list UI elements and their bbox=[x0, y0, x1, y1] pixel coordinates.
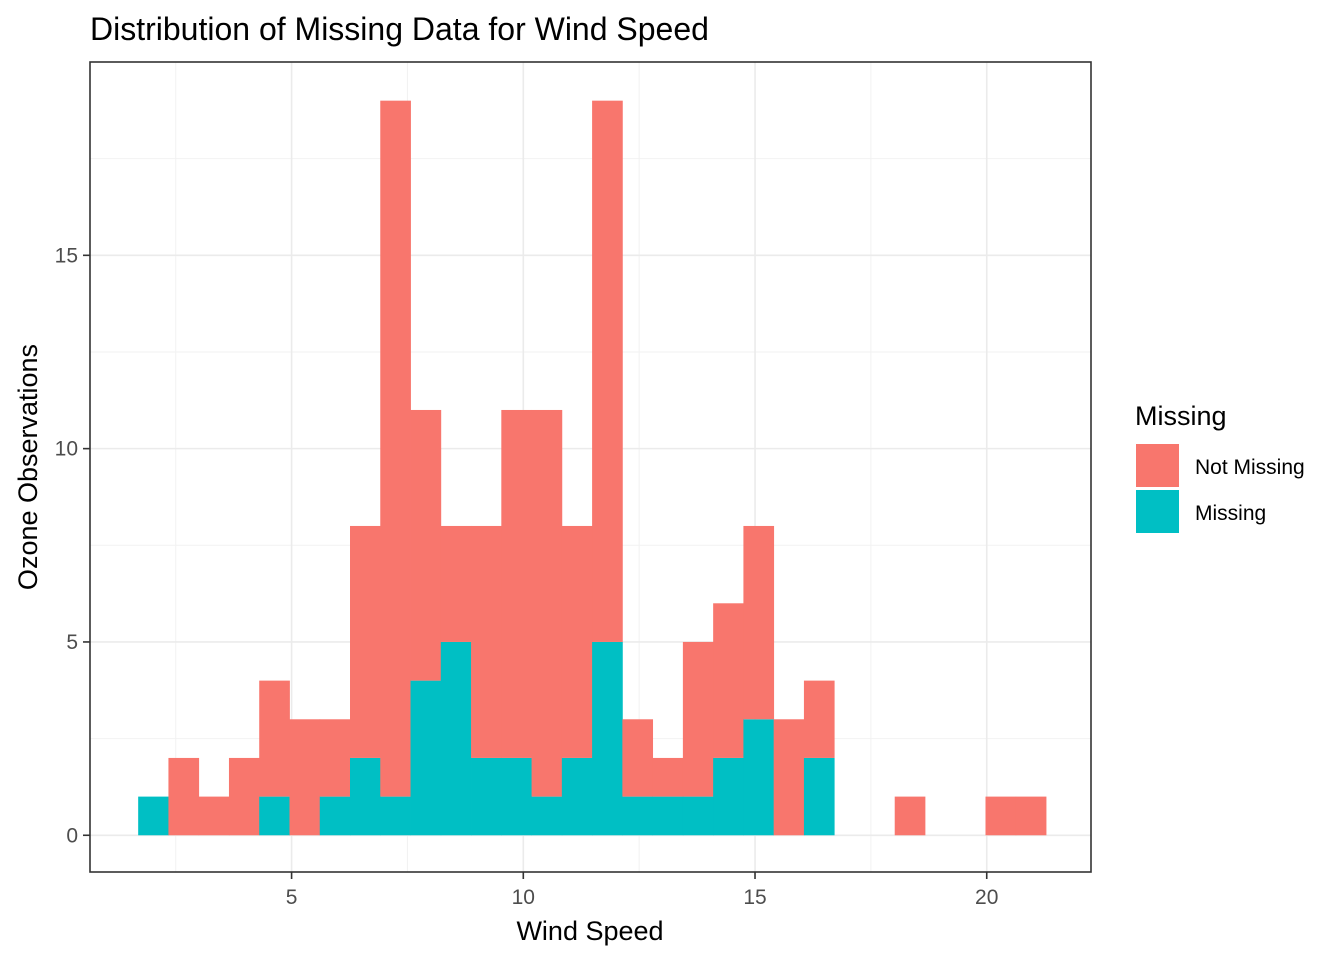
bar-missing bbox=[259, 796, 290, 836]
legend-swatch bbox=[1136, 444, 1179, 487]
x-axis: 5 10 15 20 bbox=[286, 872, 998, 909]
bar-not-missing bbox=[682, 641, 714, 797]
y-axis: 0 5 10 15 bbox=[55, 244, 90, 847]
bar-missing bbox=[410, 680, 442, 836]
legend-label: Missing bbox=[1195, 502, 1266, 525]
legend-title: Missing bbox=[1135, 401, 1227, 431]
y-tick-label: 10 bbox=[55, 438, 78, 461]
y-tick-label: 0 bbox=[66, 824, 78, 847]
bar-missing bbox=[350, 757, 381, 836]
bar-not-missing bbox=[168, 757, 200, 836]
x-tick-label: 15 bbox=[743, 886, 766, 909]
bar-not-missing bbox=[985, 796, 1017, 836]
bar-missing bbox=[682, 796, 714, 836]
bar-missing bbox=[561, 757, 593, 836]
bar-not-missing bbox=[652, 757, 684, 797]
bar-not-missing bbox=[622, 719, 654, 797]
bar-not-missing bbox=[471, 525, 502, 758]
bar-not-missing bbox=[713, 603, 744, 758]
legend-label: Not Missing bbox=[1195, 456, 1305, 479]
bar-not-missing bbox=[289, 719, 321, 836]
x-axis-title: Wind Speed bbox=[516, 916, 663, 946]
bar-not-missing bbox=[228, 757, 260, 836]
bar-not-missing bbox=[531, 409, 563, 797]
bar-missing bbox=[319, 796, 351, 836]
bar-missing bbox=[713, 757, 744, 836]
bar-not-missing bbox=[380, 100, 411, 797]
bar-missing bbox=[138, 796, 169, 836]
bar-not-missing bbox=[501, 409, 532, 758]
y-tick-label: 5 bbox=[66, 631, 78, 654]
bar-missing bbox=[622, 796, 654, 836]
bar-not-missing bbox=[350, 525, 381, 758]
plot-border bbox=[89, 61, 1092, 873]
bar-missing bbox=[501, 757, 532, 836]
legend-swatch bbox=[1136, 490, 1179, 533]
bar-not-missing bbox=[1015, 796, 1047, 836]
bar-not-missing bbox=[561, 525, 593, 758]
bar-not-missing bbox=[440, 525, 472, 642]
bar-not-missing bbox=[803, 680, 835, 758]
y-tick-label: 15 bbox=[55, 244, 78, 267]
x-tick-label: 10 bbox=[512, 886, 535, 909]
bar-not-missing bbox=[198, 796, 230, 836]
y-axis-title: Ozone Observations bbox=[13, 344, 43, 590]
bars bbox=[138, 100, 1047, 836]
bar-not-missing bbox=[410, 409, 442, 681]
bar-missing bbox=[652, 796, 684, 836]
chart-title: Distribution of Missing Data for Wind Sp… bbox=[90, 11, 709, 47]
bar-missing bbox=[592, 641, 623, 836]
bar-not-missing bbox=[592, 100, 623, 642]
bar-missing bbox=[440, 641, 472, 836]
bar-missing bbox=[380, 796, 411, 836]
x-tick-label: 5 bbox=[286, 886, 298, 909]
bar-missing bbox=[471, 757, 502, 836]
bar-missing bbox=[803, 757, 835, 836]
legend: Missing Not Missing Missing bbox=[1135, 401, 1305, 533]
bar-not-missing bbox=[319, 719, 351, 797]
bar-not-missing bbox=[743, 525, 775, 720]
bar-missing bbox=[531, 796, 563, 836]
x-tick-label: 20 bbox=[975, 886, 998, 909]
plot-area: 0 5 10 15 5 10 15 20 bbox=[55, 61, 1092, 909]
bar-not-missing bbox=[259, 680, 290, 797]
bar-not-missing bbox=[894, 796, 926, 836]
bar-not-missing bbox=[773, 719, 805, 836]
bar-missing bbox=[743, 719, 775, 836]
